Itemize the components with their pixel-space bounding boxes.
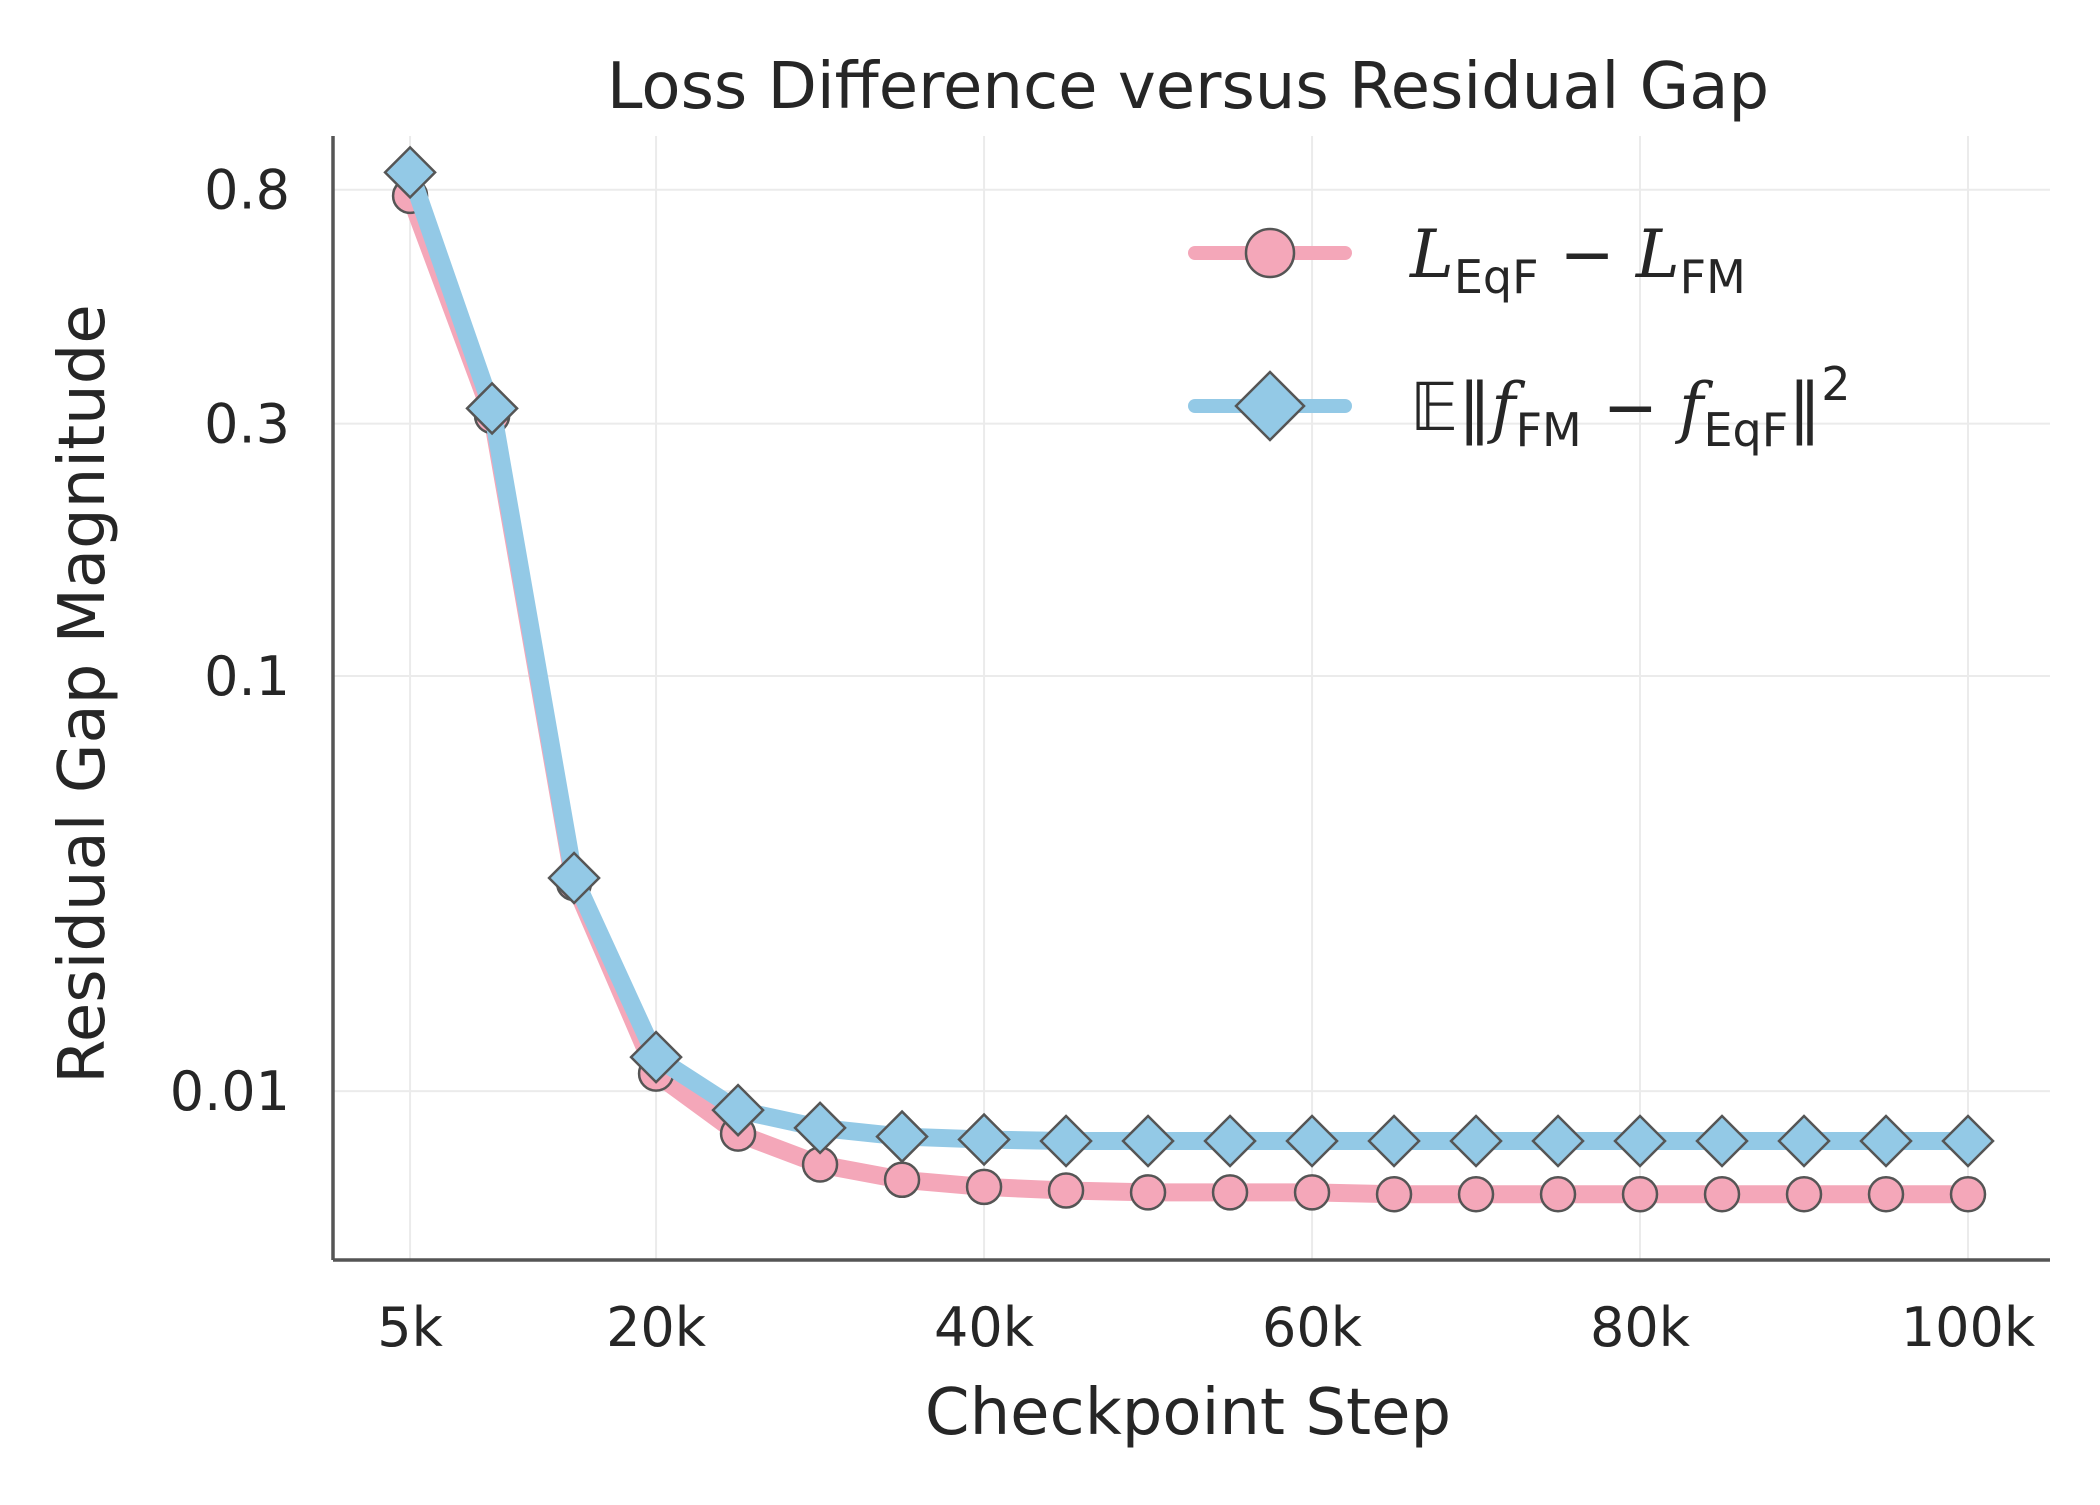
x-tick-label-5: 100k bbox=[1901, 1296, 2036, 1359]
data-point-1-15 bbox=[1613, 1114, 1667, 1168]
data-point-0-10 bbox=[1211, 1174, 1249, 1211]
data-point-1-0 bbox=[383, 145, 437, 200]
x-axis-label: Checkpoint Step bbox=[925, 1376, 1451, 1450]
data-point-0-11 bbox=[1293, 1174, 1331, 1211]
x-tick-label-0: 5k bbox=[377, 1296, 443, 1359]
data-point-1-19 bbox=[1941, 1114, 1995, 1168]
data-point-0-19 bbox=[1949, 1175, 1987, 1213]
data-point-0-6 bbox=[883, 1161, 921, 1199]
data-point-0-8 bbox=[1047, 1172, 1085, 1209]
data-point-1-14 bbox=[1531, 1114, 1585, 1168]
data-point-1-6 bbox=[875, 1109, 929, 1164]
x-tick-label-1: 20k bbox=[606, 1296, 707, 1359]
data-point-0-17 bbox=[1785, 1175, 1823, 1213]
data-point-1-16 bbox=[1695, 1114, 1749, 1168]
legend-label-subscript: EqF bbox=[1454, 250, 1539, 304]
y-tick-label-3: 0.8 bbox=[204, 159, 290, 222]
legend-label-1: 𝔼‖fFM − fEqF‖2 bbox=[1410, 357, 1850, 457]
data-point-0-13 bbox=[1457, 1175, 1495, 1213]
y-tick-label-0: 0.01 bbox=[170, 1060, 290, 1123]
y-tick-label-1: 0.1 bbox=[204, 645, 290, 708]
legend-label-suffix: ‖ bbox=[1788, 369, 1821, 446]
legend-label-operator: − bbox=[1582, 369, 1679, 446]
legend-label-symbol: L bbox=[1409, 216, 1454, 293]
legend-label-subscript: FM bbox=[1516, 403, 1582, 457]
series-1 bbox=[383, 145, 1995, 1168]
legend-item-0: LEqF − LFM bbox=[1188, 216, 1746, 304]
data-point-0-15 bbox=[1621, 1175, 1659, 1213]
data-point-1-2 bbox=[547, 851, 601, 905]
x-tick-label-3: 60k bbox=[1262, 1296, 1363, 1359]
legend-marker-0 bbox=[1244, 227, 1296, 279]
axes bbox=[331, 136, 2050, 1262]
data-point-1-11 bbox=[1285, 1114, 1339, 1168]
data-point-1-10 bbox=[1203, 1114, 1257, 1168]
legend-label-operator: − bbox=[1539, 216, 1636, 293]
data-point-0-16 bbox=[1703, 1175, 1741, 1213]
data-point-0-14 bbox=[1539, 1175, 1577, 1213]
y-axis-label: Residual Gap Magnitude bbox=[46, 304, 120, 1083]
data-point-1-13 bbox=[1449, 1114, 1503, 1168]
legend-label-prefix: 𝔼‖ bbox=[1410, 369, 1491, 446]
chart-title: Loss Difference versus Residual Gap bbox=[607, 50, 1769, 124]
legend-label-subscript: FM bbox=[1680, 250, 1746, 304]
legend-label-symbol: L bbox=[1635, 216, 1680, 293]
tick-labels: 5k 20k 40k 60k 80k 100k 0.01 0.1 0.3 0.8 bbox=[170, 159, 2036, 1359]
legend-label-0: LEqF − LFM bbox=[1409, 216, 1746, 304]
data-point-0-7 bbox=[965, 1168, 1003, 1206]
data-point-1-12 bbox=[1367, 1114, 1421, 1168]
legend-marker-1 bbox=[1234, 370, 1306, 442]
series-group bbox=[383, 145, 1995, 1213]
data-point-1-3 bbox=[629, 1030, 683, 1084]
series-line-1 bbox=[401, 163, 1978, 1151]
data-point-0-18 bbox=[1867, 1175, 1905, 1213]
data-point-1-18 bbox=[1859, 1114, 1913, 1168]
data-point-1-8 bbox=[1039, 1114, 1093, 1168]
grid-lines bbox=[333, 136, 2050, 1260]
data-point-1-1 bbox=[465, 381, 519, 436]
data-point-1-9 bbox=[1121, 1114, 1175, 1168]
data-point-0-9 bbox=[1129, 1174, 1167, 1211]
data-point-0-12 bbox=[1375, 1175, 1413, 1213]
legend-label-superscript: 2 bbox=[1821, 357, 1850, 411]
legend-label-subscript: EqF bbox=[1703, 403, 1788, 457]
data-point-1-4 bbox=[711, 1083, 765, 1137]
x-tick-label-2: 40k bbox=[934, 1296, 1035, 1359]
legend-item-1: 𝔼‖fFM − fEqF‖2 bbox=[1188, 357, 1850, 457]
y-tick-label-2: 0.3 bbox=[204, 393, 290, 456]
data-point-1-5 bbox=[793, 1101, 847, 1155]
data-point-1-7 bbox=[957, 1112, 1011, 1167]
data-point-1-17 bbox=[1777, 1114, 1831, 1168]
x-tick-label-4: 80k bbox=[1590, 1296, 1691, 1359]
